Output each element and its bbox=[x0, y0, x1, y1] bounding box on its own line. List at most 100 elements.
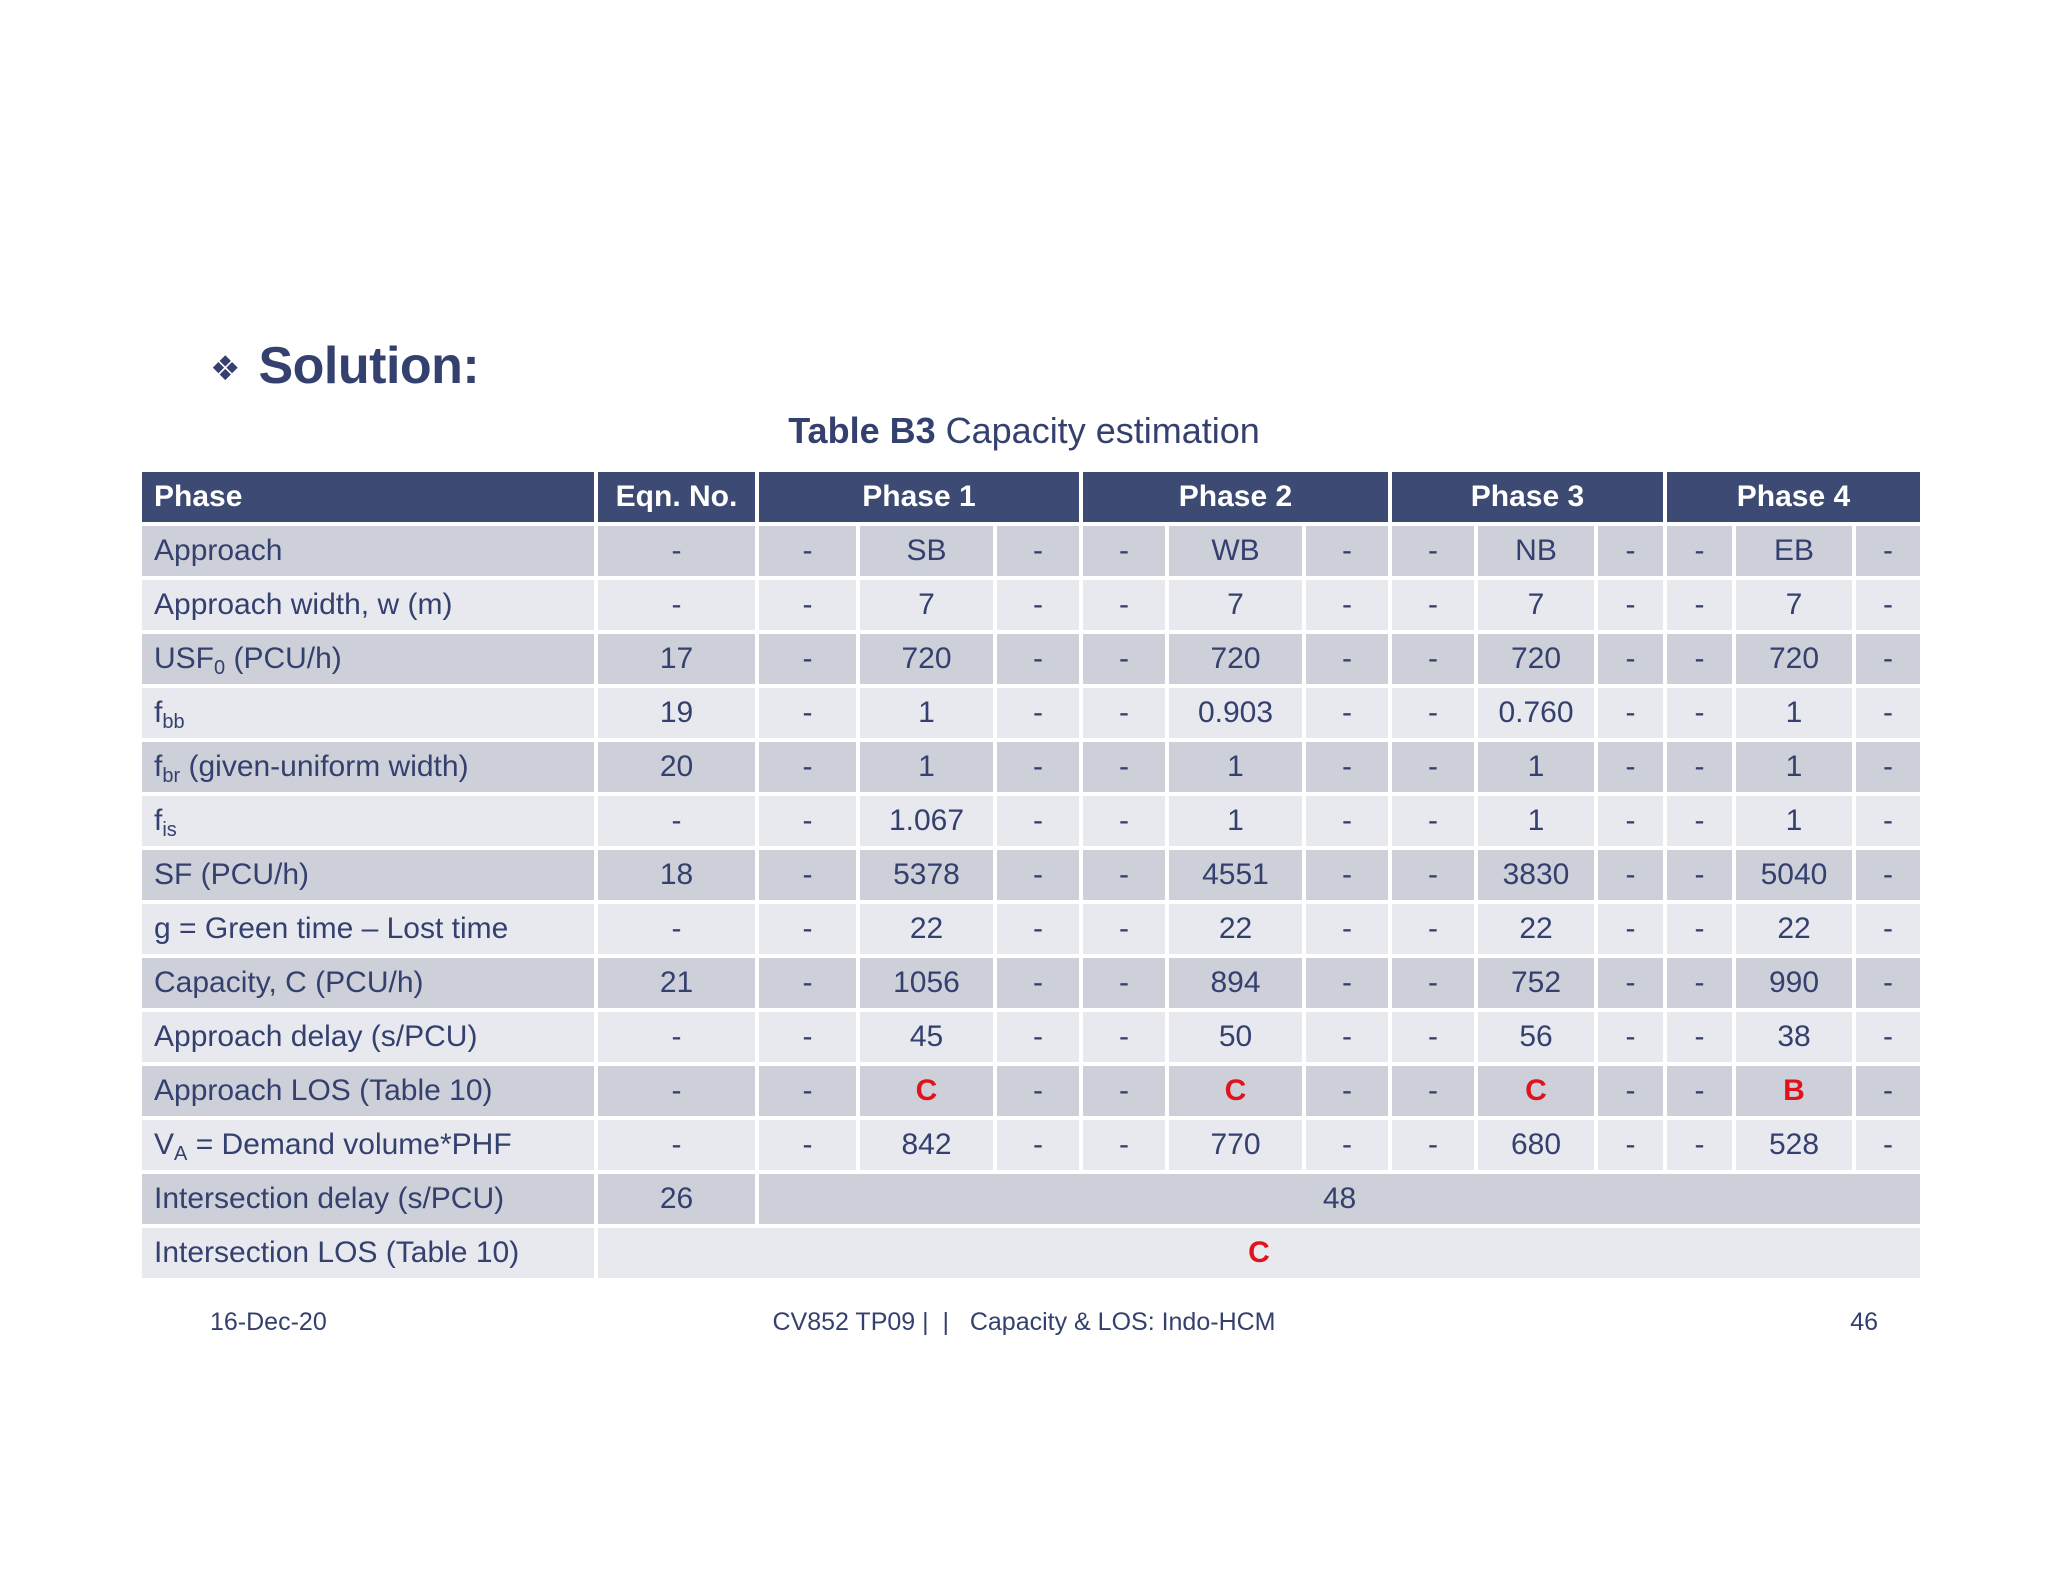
value-cell: 22 bbox=[1474, 900, 1598, 958]
value-cell: - bbox=[993, 846, 1083, 904]
value-cell: 720 bbox=[856, 630, 997, 688]
value-cell: - bbox=[755, 900, 860, 958]
value-cell: 1 bbox=[856, 738, 997, 796]
value-cell: 990 bbox=[1732, 954, 1856, 1012]
value-cell: 1 bbox=[1165, 792, 1306, 850]
row-label: Approach delay (s/PCU) bbox=[138, 1008, 598, 1066]
value-cell: - bbox=[1302, 630, 1392, 688]
value-cell: 0.760 bbox=[1474, 684, 1598, 742]
value-cell: - bbox=[1388, 1116, 1478, 1174]
row-label-text: Approach LOS (Table 10) bbox=[154, 1074, 493, 1107]
value-cell: 770 bbox=[1165, 1116, 1306, 1174]
value-cell: - bbox=[1388, 954, 1478, 1012]
value-cell: - bbox=[755, 630, 860, 688]
capacity-table: Phase Eqn. No. Phase 1 Phase 2 Phase 3 P… bbox=[138, 468, 1924, 1282]
value-cell: - bbox=[1302, 738, 1392, 796]
value-cell: 894 bbox=[1165, 954, 1306, 1012]
row-label-text: Capacity, C (PCU/h) bbox=[154, 966, 424, 999]
table-caption: Table B3 Capacity estimation bbox=[0, 410, 2048, 452]
value-cell: 752 bbox=[1474, 954, 1598, 1012]
table-caption-number: Table B3 bbox=[788, 410, 936, 451]
value-cell: - bbox=[1663, 684, 1736, 742]
value-cell: - bbox=[1079, 522, 1169, 580]
intersection-delay-label: Intersection delay (s/PCU) bbox=[138, 1170, 598, 1228]
value-cell: 1 bbox=[1474, 738, 1598, 796]
row-label: SF (PCU/h) bbox=[138, 846, 598, 904]
value-cell: 22 bbox=[1165, 900, 1306, 958]
value-cell: 22 bbox=[1732, 900, 1856, 958]
table-row: Approach LOS (Table 10) - - C - - C - - C - - B - bbox=[138, 1062, 1924, 1120]
value-cell: C bbox=[1165, 1062, 1306, 1120]
value-cell: - bbox=[755, 792, 860, 850]
value-cell: - bbox=[993, 576, 1083, 634]
value-cell: - bbox=[1594, 522, 1667, 580]
value-cell: 38 bbox=[1732, 1008, 1856, 1066]
value-cell: - bbox=[755, 738, 860, 796]
table-caption-text: Capacity estimation bbox=[945, 410, 1260, 451]
value-cell: - bbox=[1079, 1062, 1169, 1120]
row-label-tail: (given-uniform width) bbox=[180, 750, 469, 783]
row-label-subscript: bb bbox=[162, 711, 185, 733]
table-row: fbb 19-1- -0.903- -0.760- -1- bbox=[138, 684, 1924, 742]
value-cell: - bbox=[993, 1062, 1083, 1120]
row-label: g = Green time – Lost time bbox=[138, 900, 598, 958]
value-cell: - bbox=[993, 684, 1083, 742]
value-cell: - bbox=[993, 792, 1083, 850]
value-cell: - bbox=[1388, 900, 1478, 958]
intersection-delay-row: Intersection delay (s/PCU) 26 48 bbox=[138, 1170, 1924, 1228]
row-label: USF0 (PCU/h) bbox=[138, 630, 598, 688]
value-cell: - bbox=[1663, 954, 1736, 1012]
header-phase-2: Phase 2 bbox=[1079, 468, 1392, 526]
solution-title: Solution: bbox=[258, 337, 480, 395]
row-label: fbb bbox=[138, 684, 598, 742]
value-cell: - bbox=[993, 630, 1083, 688]
row-label-symbol: V bbox=[154, 1128, 175, 1161]
value-cell: - bbox=[1663, 522, 1736, 580]
value-cell: - bbox=[1302, 1008, 1392, 1066]
value-cell: 842 bbox=[856, 1116, 997, 1174]
value-cell: - bbox=[1079, 846, 1169, 904]
table-body: Approach - - SB - - WB - - NB - - EB - Approach width,… bbox=[138, 522, 1924, 1282]
value-cell: - bbox=[1388, 738, 1478, 796]
value-cell: 7 bbox=[856, 576, 997, 634]
value-cell: 680 bbox=[1474, 1116, 1598, 1174]
value-cell: SB bbox=[856, 522, 997, 580]
value-cell: 5378 bbox=[856, 846, 997, 904]
eqn-cell: 19 bbox=[594, 684, 759, 742]
value-cell: - bbox=[755, 954, 860, 1012]
table-header-row: Phase Eqn. No. Phase 1 Phase 2 Phase 3 P… bbox=[138, 468, 1924, 526]
value-cell: - bbox=[1594, 1008, 1667, 1066]
value-cell: - bbox=[1852, 522, 1924, 580]
value-cell: 7 bbox=[1474, 576, 1598, 634]
eqn-cell: - bbox=[594, 792, 759, 850]
value-cell: - bbox=[755, 1062, 860, 1120]
value-cell: - bbox=[1302, 1116, 1392, 1174]
value-cell: - bbox=[993, 1116, 1083, 1174]
value-cell: - bbox=[1388, 522, 1478, 580]
value-cell: - bbox=[1302, 684, 1392, 742]
row-label-text: g = Green time – Lost time bbox=[154, 912, 509, 945]
header-phase-1: Phase 1 bbox=[755, 468, 1083, 526]
table-row: SF (PCU/h) 18-5378- -4551- -3830- -5040- bbox=[138, 846, 1924, 904]
value-cell: 720 bbox=[1474, 630, 1598, 688]
intersection-los-row: Intersection LOS (Table 10) C bbox=[138, 1224, 1924, 1282]
value-cell: NB bbox=[1474, 522, 1598, 580]
value-cell: 45 bbox=[856, 1008, 997, 1066]
value-cell: 1 bbox=[1165, 738, 1306, 796]
value-cell: - bbox=[1852, 630, 1924, 688]
value-cell: - bbox=[1388, 792, 1478, 850]
value-cell: - bbox=[1079, 738, 1169, 796]
value-cell: - bbox=[1852, 576, 1924, 634]
table-row: VA = Demand volume*PHF - -842- -770- -680- -5… bbox=[138, 1116, 1924, 1174]
value-cell: 1 bbox=[1732, 792, 1856, 850]
value-cell: 22 bbox=[856, 900, 997, 958]
value-cell: WB bbox=[1165, 522, 1306, 580]
row-label-text: Approach delay (s/PCU) bbox=[154, 1020, 478, 1053]
value-cell: - bbox=[1302, 576, 1392, 634]
value-cell: - bbox=[1852, 846, 1924, 904]
eqn-cell: - bbox=[594, 1116, 759, 1174]
value-cell: - bbox=[1663, 738, 1736, 796]
row-label-subscript: 0 bbox=[214, 657, 226, 679]
value-cell: - bbox=[1663, 900, 1736, 958]
value-cell: - bbox=[1302, 900, 1392, 958]
